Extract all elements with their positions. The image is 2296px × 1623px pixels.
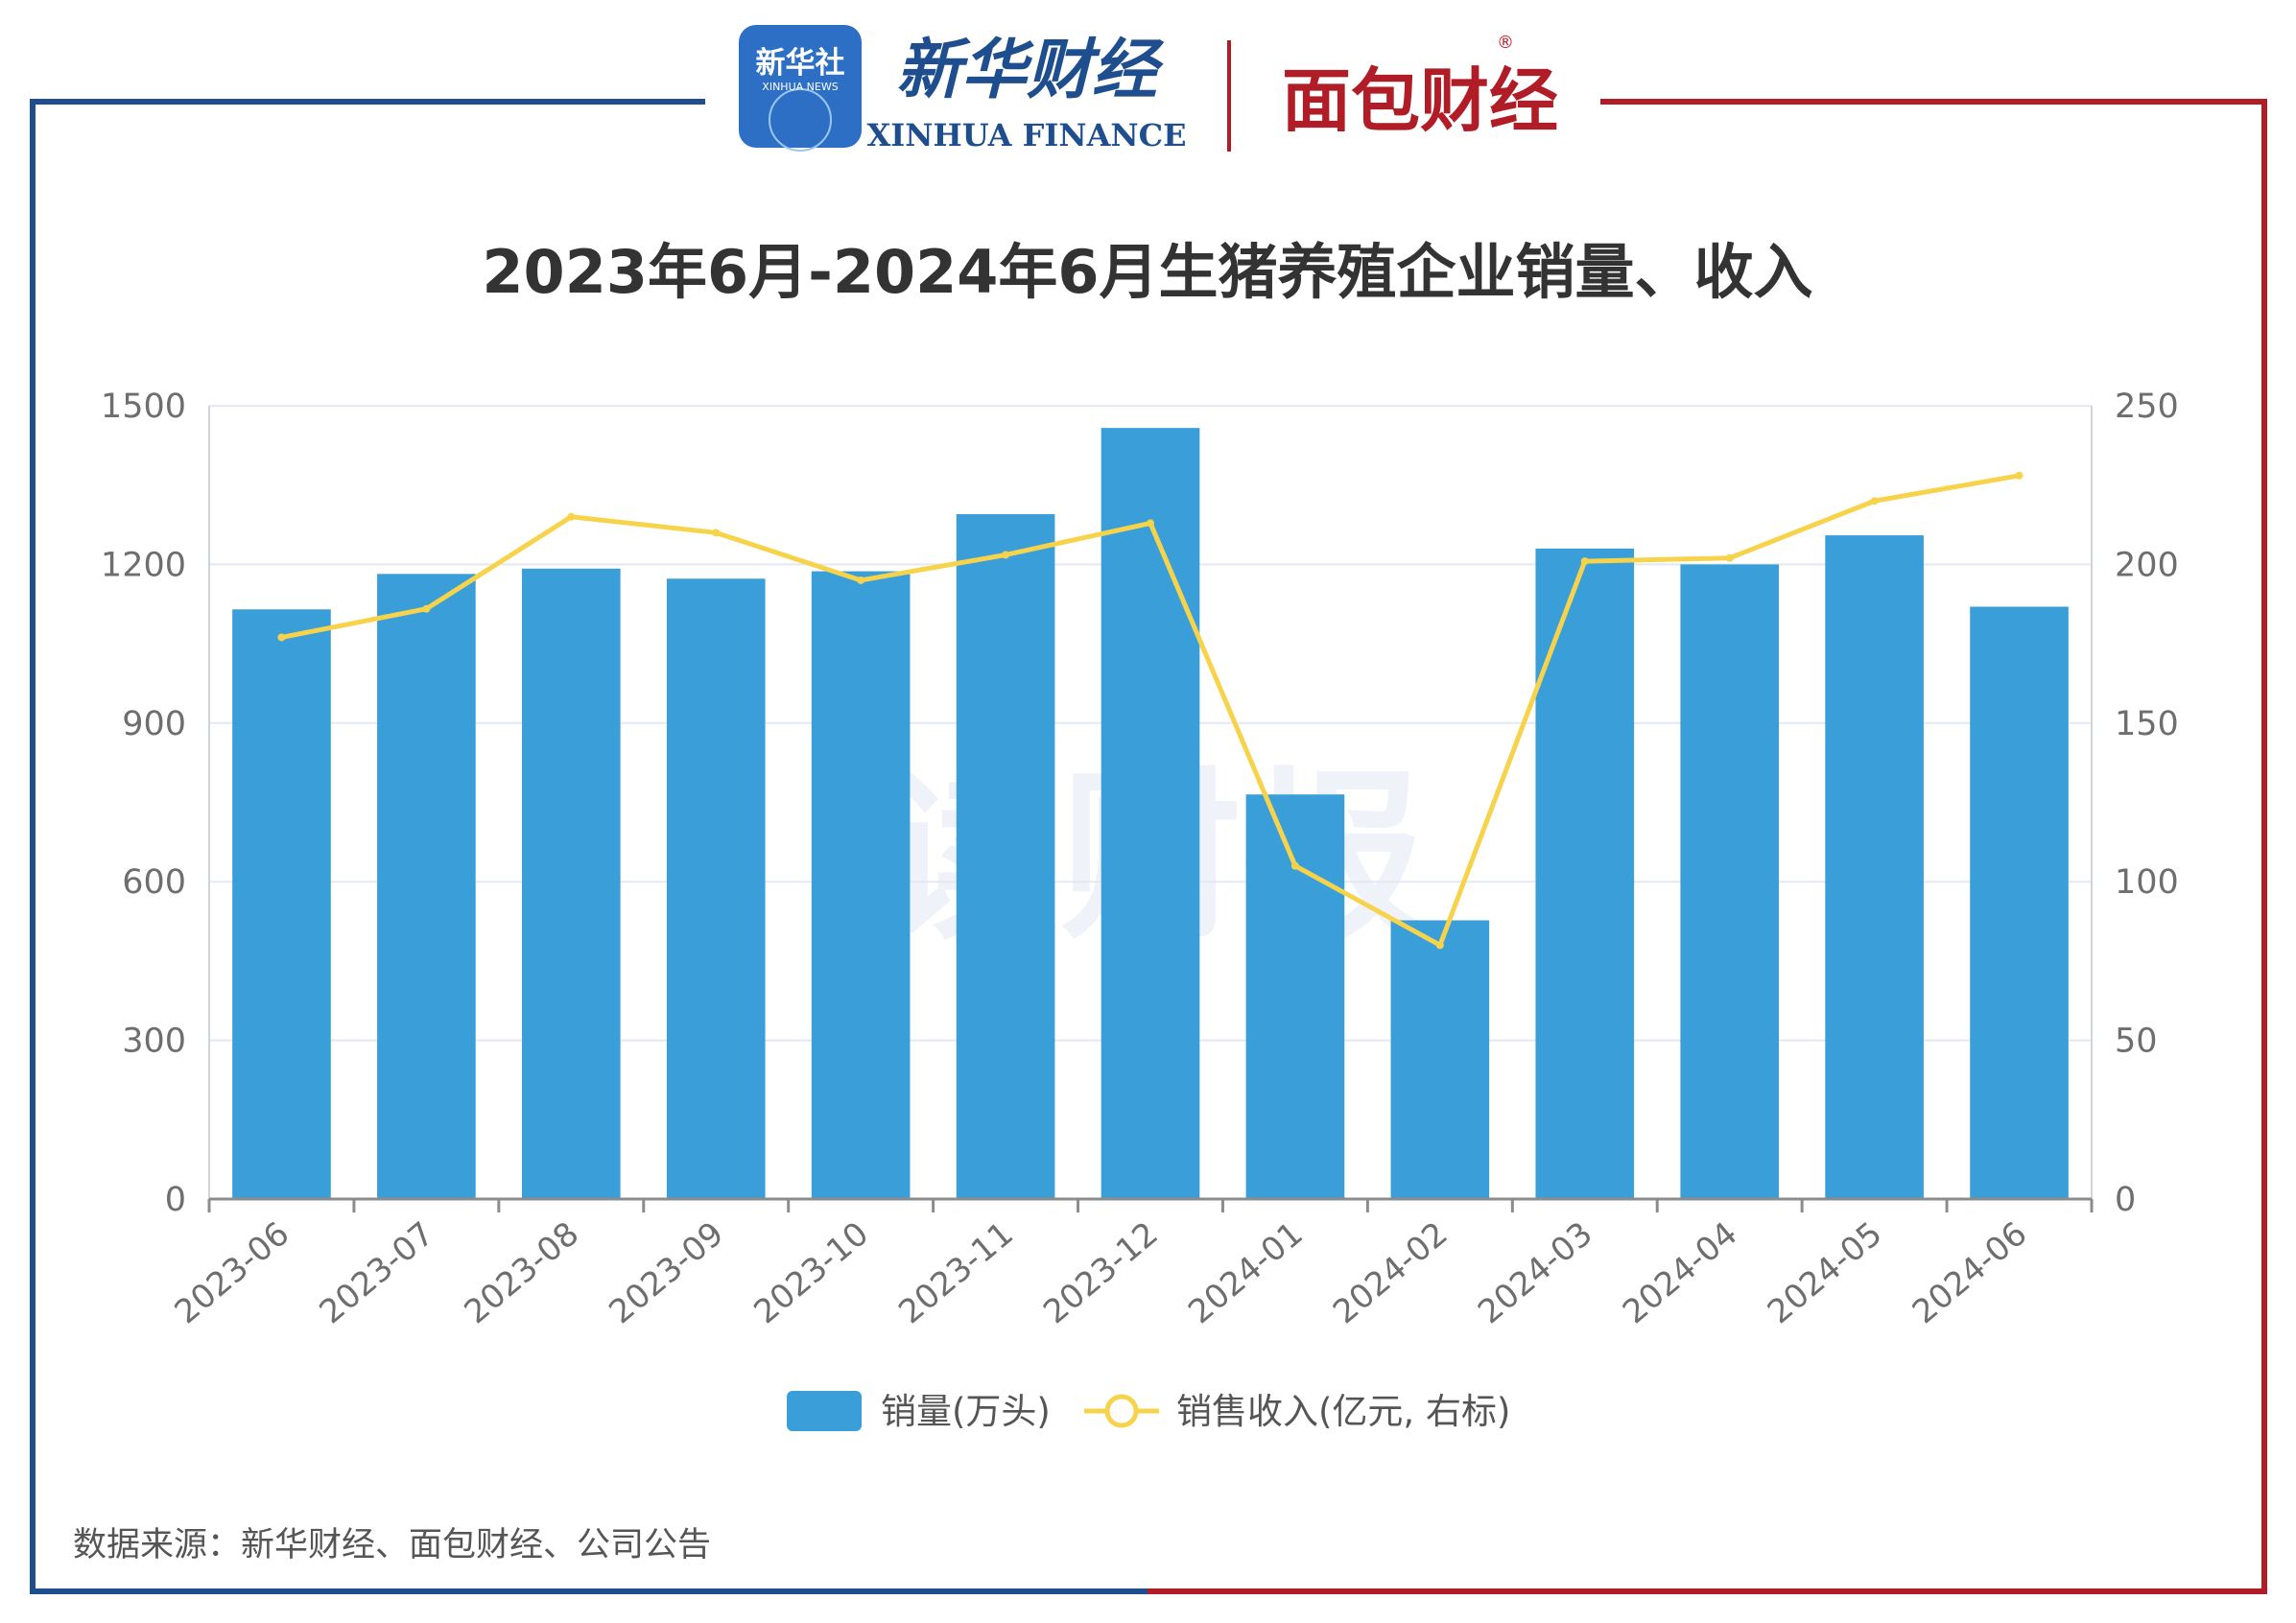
bar-2024-02[interactable]: [1390, 920, 1490, 1199]
revenue-point-2023-06[interactable]: [277, 633, 286, 642]
xinhua-finance-en: XINHUA FINANCE: [866, 117, 1186, 153]
header-logos: 新华社 XINHUA NEWS 新华财经 XINHUA FINANCE 面包财经…: [739, 25, 1558, 153]
y-left-tick-label: 300: [122, 1023, 186, 1061]
x-tick-label: 2024-01: [1181, 1214, 1311, 1331]
bar-2023-06[interactable]: [232, 609, 331, 1199]
y-left-tick-label: 1200: [101, 546, 186, 584]
legend-line-marker-icon[interactable]: [1104, 1394, 1139, 1428]
bar-2024-04[interactable]: [1680, 564, 1780, 1199]
revenue-point-2023-08[interactable]: [567, 512, 576, 521]
x-tick-label: 2023-08: [458, 1214, 587, 1331]
revenue-point-2023-09[interactable]: [712, 529, 721, 537]
revenue-point-2024-03[interactable]: [1580, 557, 1589, 566]
y-right-tick-label: 200: [2115, 546, 2179, 584]
bar-2023-12[interactable]: [1101, 428, 1200, 1199]
x-tick-label: 2023-11: [891, 1214, 1021, 1331]
revenue-point-2023-12[interactable]: [1147, 519, 1154, 528]
revenue-point-2024-04[interactable]: [1725, 553, 1734, 562]
frame: [30, 99, 2267, 1594]
legend-line-label[interactable]: 销售收入(亿元, 右标): [1176, 1391, 1510, 1432]
chart-title: 2023年6月-2024年6月生猪养殖企业销量、收入: [482, 237, 1812, 307]
bar-series: [232, 428, 2069, 1199]
revenue-point-2024-02[interactable]: [1435, 941, 1444, 950]
y-left-tick-label: 0: [165, 1181, 186, 1219]
x-tick-label: 2023-10: [746, 1214, 876, 1331]
badge-en-text: XINHUA NEWS: [762, 81, 838, 93]
x-tick-label: 2023-09: [602, 1214, 731, 1331]
bar-2023-07[interactable]: [377, 574, 476, 1199]
frame-left: [30, 99, 1148, 1594]
y-right-tick-label: 150: [2115, 705, 2179, 743]
x-tick-label: 2024-05: [1761, 1214, 1890, 1331]
x-tick-label: 2023-06: [168, 1214, 297, 1331]
badge-cn-text: 新华社: [756, 46, 845, 81]
x-tick-label: 2023-12: [1036, 1214, 1166, 1331]
y-left-tick-label: 1500: [101, 388, 186, 426]
bar-2023-09[interactable]: [666, 578, 766, 1199]
x-tick-label: 2024-03: [1471, 1214, 1600, 1331]
y-right-tick-label: 0: [2115, 1181, 2136, 1219]
frame-right: [1148, 99, 2267, 1594]
axes: 0 300 600 900 1200 1500 0 50 100 150 200 250: [101, 388, 2179, 1219]
x-axis-labels: 2023-06 2023-07 2023-08 2023-09 2023-10 2023-…: [168, 1214, 2035, 1331]
revenue-point-2023-11[interactable]: [1002, 551, 1010, 559]
bar-2024-03[interactable]: [1535, 548, 1635, 1199]
y-left-tick-label: 600: [122, 863, 186, 902]
revenue-point-2024-05[interactable]: [1870, 497, 1879, 506]
x-tick-label: 2024-02: [1326, 1214, 1456, 1331]
mianbao-finance-logo: 面包财经: [1282, 60, 1558, 141]
x-tick-label: 2024-06: [1905, 1214, 2035, 1331]
xinhua-finance-cn: 新华财经: [896, 32, 1165, 108]
revenue-point-2024-06[interactable]: [2015, 471, 2024, 480]
data-source: 数据来源：新华财经、面包财经、公司公告: [73, 1526, 711, 1564]
legend-bar-label[interactable]: 销量(万头): [881, 1391, 1051, 1432]
bar-2023-10[interactable]: [811, 571, 911, 1199]
bar-2024-01[interactable]: [1245, 794, 1345, 1199]
line-series: [277, 471, 2024, 950]
bar-2024-05[interactable]: [1825, 535, 1924, 1199]
bar-2023-08[interactable]: [521, 568, 621, 1199]
revenue-point-2023-07[interactable]: [422, 604, 431, 613]
revenue-point-2023-10[interactable]: [857, 576, 865, 584]
bar-2023-11[interactable]: [956, 514, 1055, 1199]
revenue-point-2024-01[interactable]: [1290, 861, 1299, 870]
legend-bar-swatch[interactable]: [787, 1391, 862, 1431]
y-right-tick-label: 100: [2115, 863, 2179, 902]
y-right-tick-label: 50: [2115, 1023, 2158, 1061]
x-tick-label: 2023-07: [313, 1214, 442, 1331]
badge-globe-icon: [769, 88, 832, 152]
y-left-tick-label: 900: [122, 705, 186, 743]
legend: 销量(万头) 销售收入(亿元, 右标): [787, 1391, 1510, 1432]
x-tick-label: 2024-04: [1616, 1214, 1745, 1331]
bar-2024-06[interactable]: [1970, 606, 2069, 1199]
registered-mark: ®: [1497, 33, 1514, 53]
y-right-tick-label: 250: [2115, 388, 2179, 426]
